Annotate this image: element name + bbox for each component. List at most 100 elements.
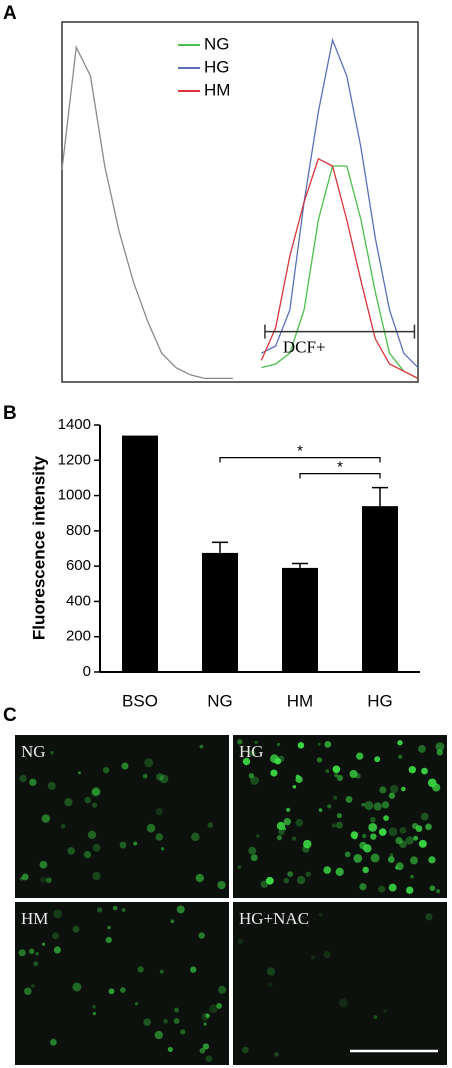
cell bbox=[405, 836, 414, 845]
cell bbox=[292, 836, 297, 841]
cell bbox=[256, 834, 260, 838]
cell bbox=[332, 765, 341, 774]
cell bbox=[173, 1018, 180, 1024]
cell bbox=[435, 889, 441, 894]
cell bbox=[119, 841, 127, 849]
cell bbox=[399, 826, 407, 834]
cell bbox=[237, 739, 243, 745]
panel-label: C bbox=[3, 705, 17, 726]
cell bbox=[270, 754, 279, 763]
cell bbox=[327, 804, 332, 809]
cell bbox=[432, 783, 441, 792]
cell bbox=[91, 787, 101, 796]
cell bbox=[398, 754, 403, 759]
cell bbox=[163, 1019, 168, 1024]
cell bbox=[250, 776, 259, 785]
cell bbox=[67, 847, 75, 855]
panel-label: A bbox=[3, 3, 17, 24]
cell bbox=[72, 982, 82, 992]
cell bbox=[353, 854, 363, 863]
cell bbox=[30, 984, 35, 988]
cell bbox=[205, 1013, 210, 1018]
bar bbox=[362, 506, 398, 672]
micrograph-label: HG bbox=[239, 742, 264, 761]
histogram-line bbox=[261, 165, 419, 379]
cell bbox=[155, 833, 164, 841]
cell bbox=[345, 795, 353, 803]
cell bbox=[406, 886, 414, 894]
cell bbox=[50, 1038, 57, 1046]
cell bbox=[381, 801, 390, 809]
cell bbox=[397, 740, 403, 746]
cell bbox=[97, 907, 103, 913]
cell bbox=[29, 778, 37, 786]
cell bbox=[379, 786, 387, 794]
cell bbox=[292, 785, 297, 789]
cell bbox=[35, 952, 39, 956]
legend-label: HG bbox=[204, 57, 230, 76]
cell bbox=[316, 757, 323, 763]
cell bbox=[359, 841, 367, 850]
cell bbox=[87, 830, 97, 840]
cell bbox=[276, 821, 286, 831]
cell bbox=[413, 835, 419, 841]
cell bbox=[435, 742, 445, 752]
cell bbox=[388, 792, 396, 799]
cell bbox=[295, 775, 303, 784]
cell bbox=[336, 813, 342, 819]
legend-label: NG bbox=[204, 34, 230, 53]
cell bbox=[41, 814, 51, 823]
cell bbox=[217, 880, 226, 890]
cell bbox=[102, 766, 110, 774]
cell bbox=[190, 966, 197, 973]
cell bbox=[265, 876, 274, 885]
cell bbox=[254, 740, 258, 745]
cell bbox=[241, 1046, 249, 1054]
histogram-line bbox=[261, 37, 419, 369]
cell bbox=[286, 807, 291, 813]
cell bbox=[64, 797, 73, 807]
cell bbox=[19, 774, 27, 783]
y-tick-label: 400 bbox=[66, 592, 91, 609]
cell bbox=[415, 825, 423, 832]
cell bbox=[268, 982, 273, 988]
y-tick-label: 1200 bbox=[58, 451, 91, 468]
cell bbox=[336, 774, 343, 782]
cell bbox=[107, 925, 111, 930]
cell bbox=[159, 774, 169, 784]
cell bbox=[155, 808, 163, 816]
cell bbox=[156, 773, 164, 781]
cell bbox=[295, 819, 304, 827]
y-tick-label: 1400 bbox=[58, 416, 91, 433]
x-tick-label: HM bbox=[287, 691, 313, 710]
cell bbox=[336, 821, 343, 829]
cell bbox=[143, 774, 148, 778]
cell bbox=[134, 1002, 139, 1006]
cell bbox=[297, 875, 306, 885]
cell bbox=[18, 949, 26, 957]
cell bbox=[167, 1046, 173, 1052]
plot-frame bbox=[61, 21, 419, 383]
micrograph-label: HM bbox=[21, 909, 48, 928]
micrograph bbox=[15, 902, 229, 1065]
cell bbox=[324, 741, 332, 748]
cell bbox=[195, 873, 204, 883]
cell bbox=[52, 932, 60, 940]
cell bbox=[344, 851, 351, 858]
cell bbox=[374, 756, 381, 763]
legend-label: HM bbox=[204, 80, 230, 99]
cell bbox=[40, 876, 47, 883]
micrograph bbox=[15, 735, 229, 898]
histogram-line bbox=[260, 157, 419, 379]
cell bbox=[417, 745, 426, 753]
cell bbox=[359, 883, 367, 891]
cell bbox=[388, 827, 398, 837]
cell bbox=[41, 942, 46, 946]
cell bbox=[203, 1022, 207, 1026]
cell bbox=[242, 757, 251, 766]
cell bbox=[249, 749, 256, 756]
cell bbox=[237, 865, 242, 870]
cell bbox=[154, 1030, 163, 1040]
bar bbox=[122, 435, 158, 672]
